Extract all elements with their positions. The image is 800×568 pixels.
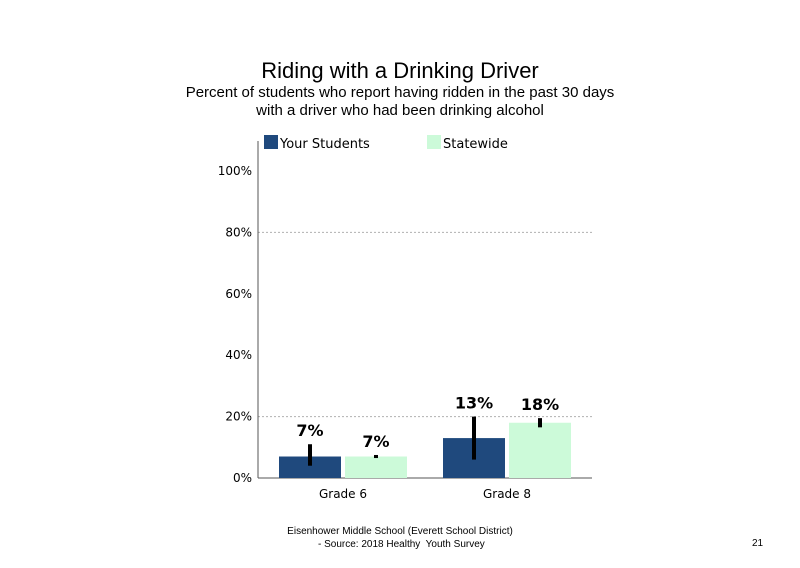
data-label: 18% — [521, 395, 559, 414]
y-tick-label: 100% — [218, 164, 252, 178]
legend-label: Statewide — [443, 137, 508, 152]
bar-grade-8-statewide — [509, 422, 571, 478]
y-tick-label: 80% — [225, 225, 252, 239]
footer-school: Eisenhower Middle School (Everett School… — [287, 526, 513, 537]
footer: Eisenhower Middle School (Everett School… — [0, 525, 800, 551]
x-tick-label: Grade 8 — [483, 487, 531, 501]
y-tick-label: 20% — [225, 410, 252, 424]
footer-source: - Source: 2018 Healthy Youth Survey — [315, 539, 485, 550]
data-label: 13% — [455, 394, 493, 413]
page-number: 21 — [752, 538, 764, 549]
x-tick-label: Grade 6 — [319, 487, 367, 501]
subtitle-line-2: with a driver who had been drinking alco… — [256, 102, 544, 119]
legend-swatch — [264, 135, 278, 149]
legend-swatch — [427, 135, 441, 149]
bar-grade-6-your-students — [279, 456, 341, 478]
legend-label: Your Students — [279, 137, 370, 152]
y-tick-label: 60% — [225, 287, 252, 301]
data-label: 7% — [296, 421, 323, 440]
y-tick-label: 40% — [225, 348, 252, 362]
y-tick-label: 0% — [233, 471, 252, 485]
data-label: 7% — [362, 432, 389, 451]
bar-grade-6-statewide — [345, 456, 407, 478]
chart-subtitle: Percent of students who report having ri… — [0, 84, 800, 120]
chart-title: Riding with a Drinking Driver — [261, 58, 539, 83]
subtitle-line-1: Percent of students who report having ri… — [185, 84, 615, 101]
